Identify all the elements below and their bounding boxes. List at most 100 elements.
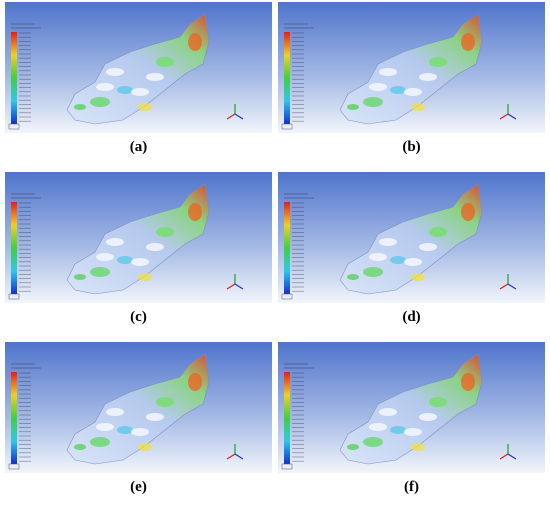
panel: (a) [5, 2, 272, 156]
velocity-patch [188, 33, 202, 51]
low-velocity-void [96, 83, 114, 91]
velocity-patch [429, 397, 447, 407]
velocity-patch [117, 426, 133, 434]
panel: (b) [278, 2, 545, 156]
velocity-patch [74, 444, 86, 450]
panel-label: (d) [402, 309, 421, 325]
low-velocity-void [419, 73, 437, 81]
simulation-image [278, 2, 545, 133]
low-velocity-void [131, 428, 149, 436]
velocity-patch [363, 97, 383, 107]
velocity-patch [363, 267, 383, 277]
panel: (c) [5, 172, 272, 326]
flow-domain [339, 13, 483, 125]
panel-label: (b) [402, 139, 421, 155]
scale-box [8, 463, 20, 470]
low-velocity-void [96, 253, 114, 261]
axis-triad [226, 453, 236, 460]
velocity-patch [411, 273, 425, 281]
flow-domain [66, 13, 210, 125]
velocity-patch [156, 397, 174, 407]
axis-triad [499, 453, 509, 460]
velocity-patch [390, 426, 406, 434]
velocity-patch [188, 203, 202, 221]
low-velocity-void [106, 68, 124, 76]
flow-domain [66, 183, 210, 295]
scale-box [281, 123, 293, 130]
color-bar [284, 202, 290, 294]
velocity-patch [117, 86, 133, 94]
axis-triad [507, 113, 517, 120]
panel-label: (f) [404, 479, 419, 495]
velocity-patch [188, 373, 202, 391]
low-velocity-void [404, 428, 422, 436]
axis-triad [234, 113, 244, 120]
color-bar [284, 32, 290, 124]
low-velocity-void [106, 408, 124, 416]
velocity-patch [390, 86, 406, 94]
flow-domain [339, 353, 483, 465]
velocity-patch [347, 104, 359, 110]
velocity-patch [347, 444, 359, 450]
flow-domain [66, 353, 210, 465]
flow-domain [339, 183, 483, 295]
low-velocity-void [131, 88, 149, 96]
velocity-patch [429, 227, 447, 237]
scale-box [8, 123, 20, 130]
panel-label: (a) [129, 139, 148, 155]
velocity-patch [411, 103, 425, 111]
low-velocity-void [379, 408, 397, 416]
scale-box [281, 463, 293, 470]
velocity-patch [74, 104, 86, 110]
velocity-patch [90, 267, 110, 277]
velocity-patch [461, 33, 475, 51]
low-velocity-void [146, 243, 164, 251]
color-bar [11, 202, 17, 294]
simulation-image [278, 342, 545, 473]
scale-box [8, 293, 20, 300]
low-velocity-void [419, 413, 437, 421]
simulation-image [5, 342, 272, 473]
low-velocity-void [369, 83, 387, 91]
axis-triad [507, 283, 517, 290]
velocity-patch [429, 57, 447, 67]
velocity-patch [74, 274, 86, 280]
simulation-image [278, 172, 545, 303]
panel: (d) [278, 172, 545, 326]
axis-triad [226, 283, 236, 290]
axis-triad [234, 453, 244, 460]
color-bar [284, 372, 290, 464]
velocity-patch [90, 437, 110, 447]
low-velocity-void [146, 413, 164, 421]
scale-box [281, 293, 293, 300]
velocity-patch [138, 443, 152, 451]
velocity-patch [117, 256, 133, 264]
velocity-patch [363, 437, 383, 447]
axis-triad [507, 453, 517, 460]
axis-triad [499, 113, 509, 120]
velocity-patch [390, 256, 406, 264]
low-velocity-void [96, 423, 114, 431]
velocity-patch [461, 373, 475, 391]
panel-label: (e) [130, 479, 147, 495]
panel-label: (c) [130, 309, 147, 325]
low-velocity-void [419, 243, 437, 251]
low-velocity-void [131, 258, 149, 266]
axis-triad [234, 283, 244, 290]
low-velocity-void [369, 253, 387, 261]
low-velocity-void [404, 258, 422, 266]
low-velocity-void [106, 238, 124, 246]
low-velocity-void [379, 68, 397, 76]
simulation-image [5, 2, 272, 133]
low-velocity-void [146, 73, 164, 81]
velocity-patch [156, 227, 174, 237]
low-velocity-void [369, 423, 387, 431]
simulation-image [5, 172, 272, 303]
velocity-patch [156, 57, 174, 67]
velocity-patch [461, 203, 475, 221]
color-bar [11, 32, 17, 124]
low-velocity-void [404, 88, 422, 96]
axis-triad [226, 113, 236, 120]
